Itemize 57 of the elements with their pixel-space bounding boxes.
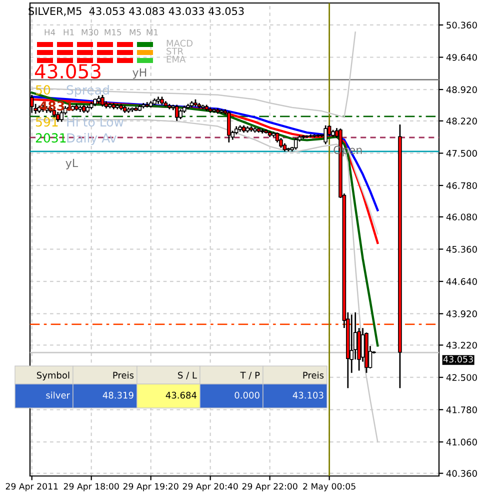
y-tick-label: 41.780 (446, 406, 477, 414)
annotation: MACD (166, 40, 193, 47)
y-tick-label: 48.920 (446, 86, 477, 94)
x-tick-label: 29 Apr 18:00 (64, 483, 119, 492)
candlestick (294, 137, 298, 150)
annotation: 591 (36, 117, 58, 127)
annotation: silver (46, 392, 70, 399)
annotation: 43.684 (166, 392, 196, 399)
y-tick-label: 49.640 (446, 54, 477, 61)
candlestick (178, 108, 182, 120)
annotation: 43.103 (292, 392, 324, 399)
annotation: Daily Av (67, 132, 116, 146)
annotation: H1 (64, 29, 74, 36)
annotation: Hi to Low (67, 116, 124, 127)
annotation: EMA (166, 56, 186, 62)
y-tick-label: 43.920 (446, 310, 477, 318)
annotation: 50 (36, 85, 50, 95)
line-series (30, 96, 379, 212)
annotation: 0.000 (234, 392, 260, 399)
annotation: M1 (146, 29, 158, 36)
annotation: Preis (303, 372, 324, 379)
annotation: Spread (66, 84, 109, 98)
x-tick-label: 29 Apr 2011 (6, 483, 58, 492)
ref-line-label: yL (66, 158, 78, 170)
y-tick-label: 46.080 (446, 214, 477, 220)
candlestick (60, 110, 64, 123)
annotation: STR (166, 48, 184, 55)
candlestick (174, 104, 179, 122)
annotation: T / P (240, 372, 260, 380)
annotation: 48.319 (102, 392, 134, 399)
annotation: S / L (178, 372, 197, 380)
y-tick-label: 50.360 (446, 22, 477, 29)
annotation: M30 (82, 29, 98, 36)
y-tick-label: 44.640 (446, 278, 477, 285)
candlestick (227, 110, 231, 144)
annotation: H4 (44, 29, 56, 36)
y-tick-label: 45.360 (446, 246, 477, 253)
candlestick (324, 124, 328, 145)
x-tick-label: 29 Apr 19:20 (123, 483, 178, 492)
annotation: M5 (130, 29, 141, 36)
x-tick-label: 29 Apr 22:00 (242, 483, 298, 492)
y-tick-label: 47.500 (446, 150, 477, 157)
annotation: 43.053 (34, 64, 100, 79)
x-tick-label: 2 May 00:05 (303, 483, 356, 492)
annotation: Symbol (36, 372, 70, 380)
y-tick-label: 46.780 (446, 182, 477, 190)
y-tick-label: 48.220 (446, 118, 477, 124)
annotation: 2031 (36, 133, 66, 143)
y-tick-label: 40.360 (446, 470, 477, 477)
text: 43.053 (443, 356, 473, 363)
annotation: M15 (104, 29, 122, 36)
y-tick-label: 42.500 (446, 374, 477, 381)
annotation: Preis (113, 372, 134, 379)
ref-line-label: yH (132, 68, 146, 79)
y-tick-label: 41.060 (446, 438, 477, 446)
x-tick-label: 29 Apr 20:40 (182, 483, 238, 492)
y-tick-label: 43.220 (446, 342, 477, 349)
